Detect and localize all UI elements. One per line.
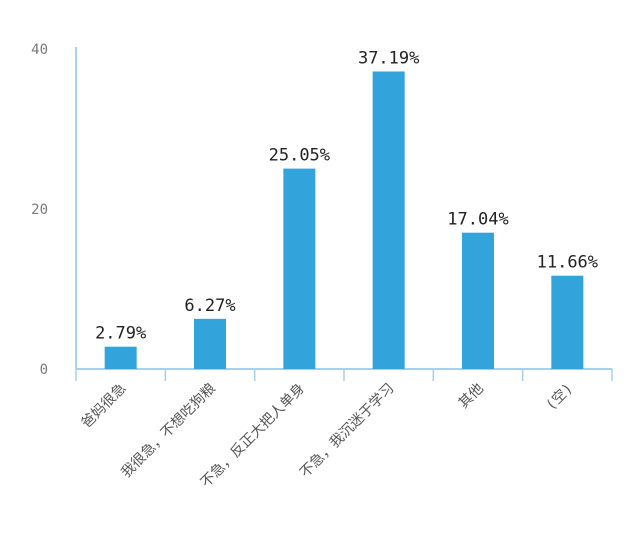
- y-tick-label: 20: [31, 202, 48, 218]
- category-label: 我很急，不想吃狗粮: [118, 381, 218, 481]
- data-label: 2.79%: [95, 324, 146, 344]
- category-label: 不急，反正大把人单身: [198, 381, 308, 491]
- data-label: 17.04%: [447, 210, 508, 230]
- data-label: 11.66%: [537, 253, 598, 273]
- category-label: 爸妈很急: [79, 381, 130, 432]
- bar: [551, 275, 584, 369]
- data-label: 25.05%: [269, 146, 330, 166]
- category-label: 其他: [456, 381, 487, 412]
- y-tick-label: 40: [31, 42, 48, 58]
- bar: [104, 346, 137, 369]
- data-label: 6.27%: [184, 296, 235, 316]
- bar: [194, 318, 226, 369]
- bar: [462, 232, 494, 369]
- data-label: 37.19%: [358, 48, 419, 68]
- category-label: 不急，我沉迷于学习: [297, 381, 397, 481]
- category-label: (空): [543, 381, 576, 414]
- bar: [372, 71, 405, 369]
- y-tick-label: 0: [40, 362, 48, 378]
- bar: [283, 168, 316, 369]
